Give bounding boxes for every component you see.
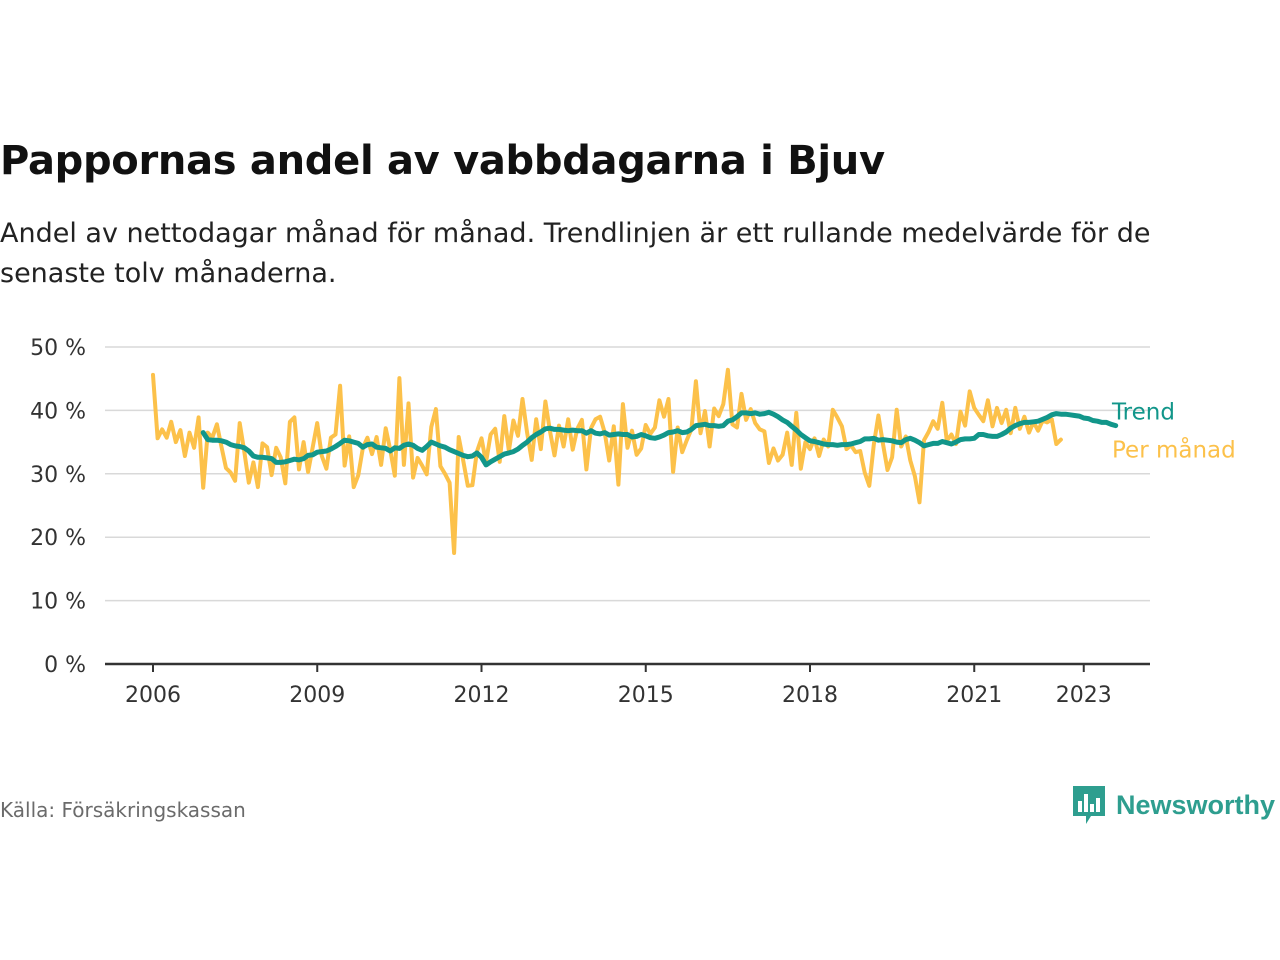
x-tick-label: 2015 xyxy=(618,683,674,708)
series-line-trend xyxy=(200,409,1119,468)
y-tick-label: 40 % xyxy=(30,399,86,424)
chart-title: Pappornas andel av vabbdagarna i Bjuv xyxy=(0,138,885,184)
series-line-per-manad xyxy=(151,367,1063,555)
x-tick-label: 2021 xyxy=(946,683,1002,708)
gridlines xyxy=(105,346,1150,602)
series-label-trend: Trend xyxy=(1111,400,1175,426)
x-tick-label: 2018 xyxy=(782,683,838,708)
brand-name: Newsworthy xyxy=(1116,789,1276,820)
series-label-per-manad: Per månad xyxy=(1112,436,1236,464)
chart-subtitle: Andel av nettodagar månad för månad. Tre… xyxy=(0,218,1151,289)
y-tick-label: 10 % xyxy=(30,590,86,615)
bar-chart-icon xyxy=(1073,786,1105,824)
x-tick-label: 2012 xyxy=(454,683,510,708)
y-axis-ticks: 0 % 10 % 20 % 30 % 40 % 50 % xyxy=(30,336,86,678)
x-tick-label: 2006 xyxy=(125,683,181,708)
x-tick-label: 2023 xyxy=(1056,683,1112,708)
y-tick-label: 50 % xyxy=(30,336,86,361)
y-tick-label: 0 % xyxy=(44,653,86,678)
brand-logo[interactable]: Newsworthy xyxy=(1070,784,1275,826)
source-note: Källa: Försäkringskassan xyxy=(0,798,246,822)
y-tick-label: 20 % xyxy=(30,526,86,551)
series-labels: Per månad Trend xyxy=(1111,400,1236,464)
y-tick-label: 30 % xyxy=(30,463,86,488)
series-lines xyxy=(151,367,1119,555)
x-axis-ticks: 2006 2009 2012 2015 2018 2021 2023 xyxy=(125,664,1112,708)
x-tick-label: 2009 xyxy=(289,683,345,708)
line-chart: 0 % 10 % 20 % 30 % 40 % 50 % 2006 2009 2012 2015… xyxy=(30,336,1236,708)
